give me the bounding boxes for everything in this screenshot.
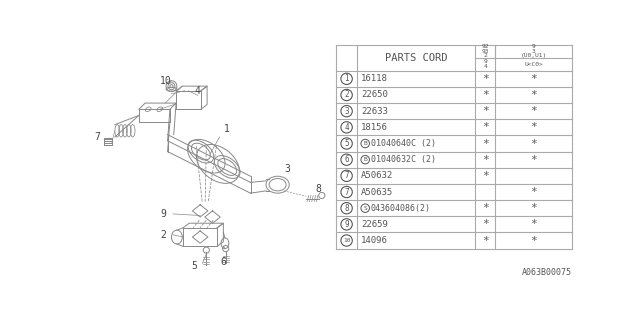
Text: 6: 6 [220,257,227,267]
Text: *: * [531,139,537,148]
Text: *: * [482,74,489,84]
Text: 5: 5 [344,139,349,148]
Text: 9
4: 9 4 [483,60,487,69]
Text: 01040640C (2): 01040640C (2) [371,139,436,148]
Text: *: * [531,90,537,100]
Text: *: * [531,122,537,132]
Text: *: * [531,106,537,116]
Text: *: * [482,106,489,116]
Text: 7: 7 [94,132,100,142]
Text: *: * [531,203,537,213]
Text: A063B00075: A063B00075 [522,268,572,277]
Text: A50635: A50635 [362,188,394,196]
Text: 4: 4 [344,123,349,132]
Text: 3: 3 [344,107,349,116]
Text: 2: 2 [161,230,166,240]
Text: S: S [364,206,367,211]
Text: *: * [482,155,489,165]
Text: *: * [482,171,489,181]
Text: 92
93
2: 92 93 2 [481,44,489,58]
Text: B: B [364,157,367,162]
Text: 4: 4 [195,86,201,96]
Text: 2: 2 [344,91,349,100]
Text: 6: 6 [344,155,349,164]
Text: 22633: 22633 [362,107,388,116]
Text: 10: 10 [159,76,171,86]
Text: 7: 7 [344,188,349,196]
Text: 16118: 16118 [362,74,388,83]
Text: 10: 10 [343,238,350,243]
Text: *: * [531,187,537,197]
Text: 043604086(2): 043604086(2) [371,204,431,213]
Text: 1: 1 [224,124,230,134]
Text: *: * [482,236,489,245]
Text: 8: 8 [344,204,349,213]
Text: 1: 1 [344,74,349,83]
Text: *: * [482,122,489,132]
Text: *: * [482,203,489,213]
Text: *: * [531,74,537,84]
Text: 8: 8 [316,184,322,194]
Text: 18156: 18156 [362,123,388,132]
Text: *: * [482,90,489,100]
Text: *: * [531,236,537,245]
Text: A50632: A50632 [362,171,394,180]
Text: 9
3
(U0,U1): 9 3 (U0,U1) [520,44,547,58]
Text: 22650: 22650 [362,91,388,100]
Text: 14096: 14096 [362,236,388,245]
Text: U<C0>: U<C0> [524,62,543,67]
Text: 7: 7 [344,171,349,180]
Text: B: B [364,141,367,146]
Text: 9: 9 [344,220,349,229]
Text: 22659: 22659 [362,220,388,229]
Text: 3: 3 [285,164,291,174]
Text: 9: 9 [161,209,166,219]
Text: *: * [531,219,537,229]
Text: 01040632C (2): 01040632C (2) [371,155,436,164]
Text: *: * [482,139,489,148]
Text: 5: 5 [192,260,198,270]
Text: *: * [531,155,537,165]
Text: PARTS CORD: PARTS CORD [385,53,447,63]
Text: *: * [482,219,489,229]
